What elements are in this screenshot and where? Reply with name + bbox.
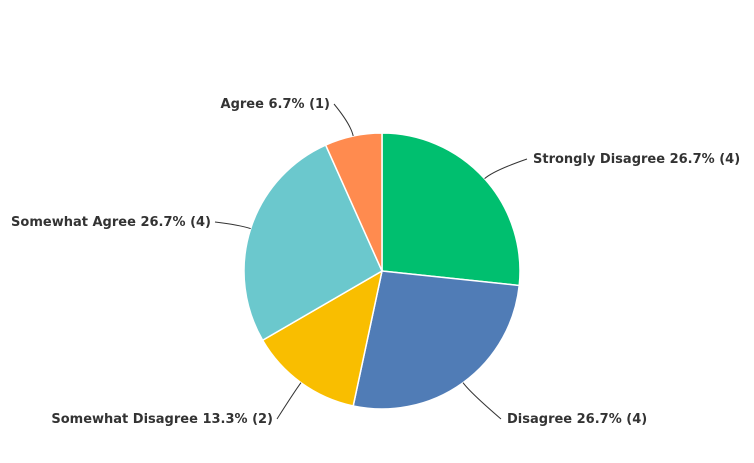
- category-name: Strongly Disagree: [533, 152, 665, 167]
- pie-slice: [352, 270, 521, 410]
- pie-slice: [381, 132, 521, 287]
- slice-label: Somewhat Agree 26.7% (4): [11, 215, 211, 230]
- value-label: 13.3% (2): [202, 412, 273, 427]
- value-label: 6.7% (1): [268, 97, 330, 112]
- category-name: Disagree: [507, 412, 572, 427]
- category-name: Somewhat Disagree: [51, 412, 198, 427]
- slice-label: Agree 6.7% (1): [221, 97, 330, 112]
- leader-line: [333, 103, 354, 137]
- leader-line: [276, 382, 302, 420]
- slice-label: Disagree 26.7% (4): [507, 412, 647, 427]
- category-name: Agree: [221, 97, 265, 112]
- category-name: Somewhat Agree: [11, 215, 136, 230]
- leader-line: [484, 158, 528, 180]
- pie-slice: [261, 269, 384, 407]
- slice-label: Strongly Disagree 26.7% (4): [533, 152, 740, 167]
- leader-line: [214, 221, 251, 230]
- value-label: 26.7% (4): [670, 152, 741, 167]
- leader-line: [462, 382, 502, 420]
- value-label: 26.7% (4): [577, 412, 648, 427]
- slice-label: Somewhat Disagree 13.3% (2): [51, 412, 273, 427]
- value-label: 26.7% (4): [140, 215, 211, 230]
